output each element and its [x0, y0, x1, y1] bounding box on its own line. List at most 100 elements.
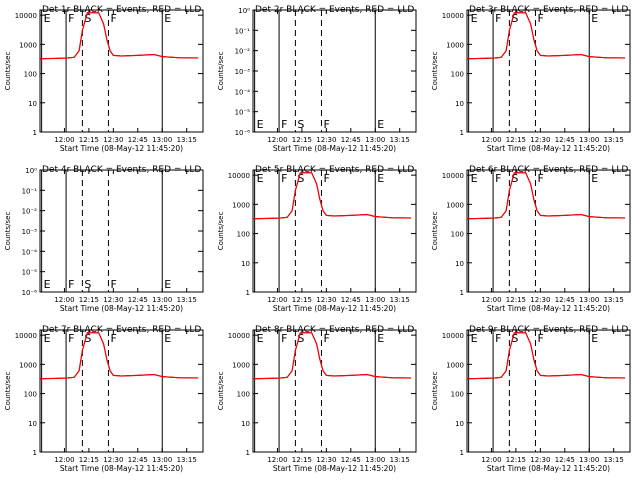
marker-letter: F: [495, 332, 501, 345]
events-series-line: [40, 332, 199, 380]
detector-panel: Det 5r BLACK = Events, RED = LLD Counts/s…: [217, 165, 417, 313]
marker-letter: E: [471, 332, 478, 345]
marker-letter: F: [537, 172, 543, 185]
marker-letter: S: [511, 332, 518, 345]
x-axis-label: Start Time (08-May-12 11:45:20): [273, 144, 396, 153]
y-tick-label: 1000: [19, 361, 37, 369]
detector-panel: Det 7r BLACK = Events, RED = LLD Counts/s…: [4, 325, 204, 473]
y-tick-label: 10: [455, 260, 464, 268]
panel-title: Det 2r BLACK = Events, RED = LLD: [255, 5, 414, 15]
x-axis-label: Start Time (08-May-12 11:45:20): [60, 144, 183, 153]
marker-letter: E: [471, 12, 478, 25]
x-axis-label: Start Time (08-May-12 11:45:20): [60, 464, 183, 473]
x-axis-label: Start Time (08-May-12 11:45:20): [60, 304, 183, 313]
x-tick-label: 12:00: [54, 296, 74, 304]
x-tick-label: 12:15: [292, 296, 312, 304]
x-tick-label: 12:00: [267, 456, 287, 464]
y-tick-label: 10000: [228, 172, 250, 180]
marker-letter: E: [164, 332, 171, 345]
x-tick-label: 12:30: [103, 456, 123, 464]
y-tick-label: 1: [246, 449, 250, 457]
y-tick-label: 100: [24, 391, 37, 399]
y-tick-label: 1: [33, 449, 37, 457]
plot-frame: [466, 169, 631, 293]
y-tick-label: 1000: [232, 361, 250, 369]
y-tick-label: 10⁻⁶: [22, 289, 38, 297]
x-tick-label: 13:00: [365, 136, 385, 144]
y-tick-label: 10: [455, 100, 464, 108]
events-series-line: [467, 12, 626, 60]
marker-letter: E: [257, 332, 264, 345]
x-tick-label: 12:45: [555, 296, 575, 304]
y-tick-label: 10⁻²: [235, 48, 251, 56]
marker-letter: F: [68, 332, 74, 345]
x-tick-label: 12:45: [555, 136, 575, 144]
y-tick-label: 10⁻⁵: [235, 109, 251, 117]
marker-letter: S: [297, 332, 304, 345]
marker-letter: F: [281, 332, 287, 345]
plot-frame: [252, 329, 417, 453]
x-tick-label: 12:30: [316, 136, 336, 144]
panel-title: Det 5r BLACK = Events, RED = LLD: [255, 165, 414, 175]
events-series-line: [40, 12, 199, 60]
x-tick-label: 12:30: [530, 136, 550, 144]
x-tick-label: 13:00: [579, 456, 599, 464]
y-tick-label: 10⁻⁴: [235, 88, 251, 96]
x-tick-label: 12:00: [481, 296, 501, 304]
marker-letter: F: [495, 172, 501, 185]
y-tick-label: 1000: [446, 41, 464, 49]
plot-frame: [39, 9, 204, 133]
x-tick-label: 12:00: [267, 296, 287, 304]
plot-frame: [39, 169, 204, 293]
marker-letter: E: [44, 12, 51, 25]
marker-letter: E: [377, 118, 384, 131]
y-tick-label: 10⁻⁵: [22, 269, 38, 277]
detector-panel: Det 3r BLACK = Events, RED = LLD Counts/s…: [431, 5, 631, 153]
x-tick-label: 13:00: [579, 136, 599, 144]
panel-title: Det 9r BLACK = Events, RED = LLD: [469, 325, 628, 335]
x-tick-label: 12:15: [506, 296, 526, 304]
plot-frame: [466, 329, 631, 453]
x-tick-label: 13:00: [152, 296, 172, 304]
y-tick-label: 1000: [232, 201, 250, 209]
detector-panel: Det 2r BLACK = Events, RED = LLD Counts/s…: [217, 5, 417, 153]
y-axis-label: Counts/sec: [431, 52, 439, 91]
y-axis-label: Counts/sec: [4, 372, 12, 411]
marker-letter: F: [68, 12, 74, 25]
detector-panel: Det 6r BLACK = Events, RED = LLD Counts/s…: [431, 165, 631, 313]
y-tick-label: 10⁰: [238, 7, 250, 15]
x-tick-label: 12:45: [128, 136, 148, 144]
plot-frame: [466, 9, 631, 133]
x-tick-label: 13:15: [604, 296, 624, 304]
marker-letter: F: [323, 118, 329, 131]
x-tick-label: 13:15: [177, 136, 197, 144]
marker-letter: S: [511, 12, 518, 25]
y-tick-label: 100: [237, 391, 250, 399]
lld-series-line: [253, 332, 412, 380]
x-tick-label: 12:30: [103, 296, 123, 304]
x-axis-label: Start Time (08-May-12 11:45:20): [487, 304, 610, 313]
x-tick-label: 12:45: [555, 456, 575, 464]
plot-frame: [39, 329, 204, 453]
marker-letter: S: [297, 118, 304, 131]
marker-letter: E: [471, 172, 478, 185]
y-tick-label: 100: [451, 231, 464, 239]
x-tick-label: 12:15: [506, 456, 526, 464]
x-tick-label: 12:15: [292, 136, 312, 144]
y-tick-label: 10: [455, 420, 464, 428]
x-tick-label: 13:00: [152, 136, 172, 144]
y-tick-label: 100: [24, 71, 37, 79]
y-tick-label: 10⁻¹: [22, 187, 38, 195]
marker-letter: E: [44, 278, 51, 291]
panel-title: Det 3r BLACK = Events, RED = LLD: [469, 5, 628, 15]
marker-letter: S: [511, 172, 518, 185]
lld-series-line: [40, 332, 199, 380]
y-tick-label: 10⁰: [25, 167, 37, 175]
y-axis-label: Counts/sec: [217, 372, 225, 411]
marker-letter: E: [377, 172, 384, 185]
y-tick-label: 10000: [15, 332, 37, 340]
y-tick-label: 100: [237, 231, 250, 239]
y-tick-label: 10000: [15, 12, 37, 20]
